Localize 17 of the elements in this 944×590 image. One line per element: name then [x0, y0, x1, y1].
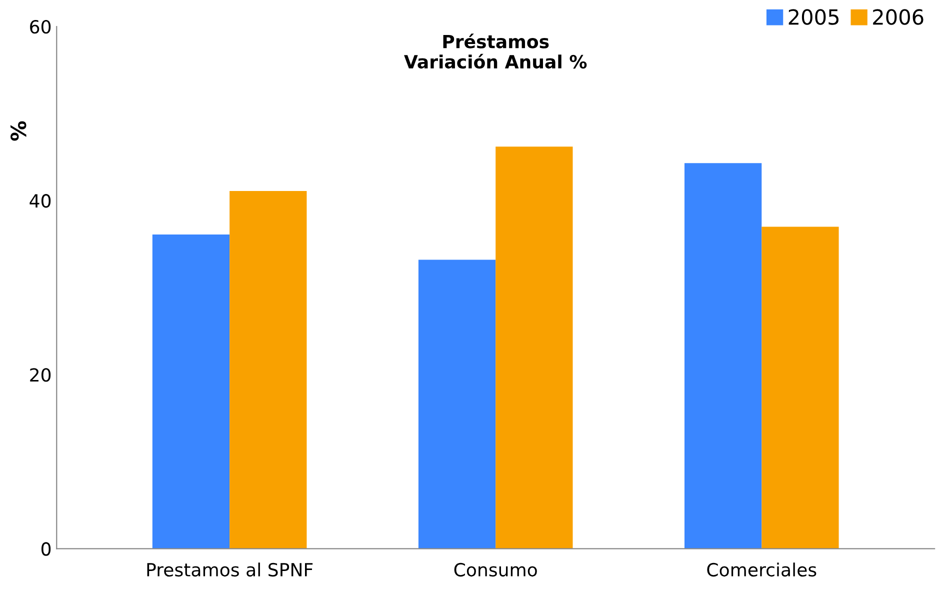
x-tick-label: Consumo	[454, 562, 537, 577]
bar	[762, 226, 839, 549]
legend-label: 2005	[788, 9, 838, 25]
bar	[152, 234, 230, 549]
bar	[230, 191, 307, 549]
text: Préstamos Variación Anual %	[404, 34, 587, 69]
bar	[418, 260, 496, 549]
x-tick-label: Comerciales	[707, 562, 816, 577]
y-axis-title: %	[10, 121, 26, 141]
y-tick-label: 40	[30, 194, 51, 208]
y-tick-label: 20	[30, 368, 51, 382]
y-tick-label: 60	[30, 20, 51, 34]
y-tick-label: 0	[41, 542, 51, 556]
bar	[496, 146, 573, 549]
x-tick-label: Prestamos al SPNF	[147, 562, 313, 577]
legend-label: 2006	[873, 9, 924, 25]
bar	[684, 163, 762, 549]
